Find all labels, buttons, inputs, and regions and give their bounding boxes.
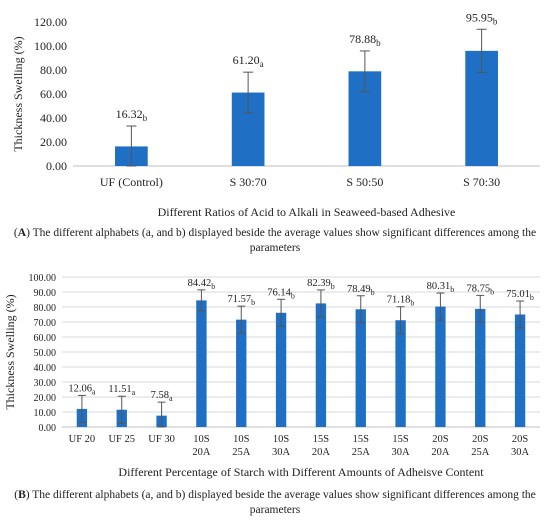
chart-b-ytick-label: 80.00: [34, 303, 57, 314]
chart-b-category-label: UF 25: [108, 434, 135, 445]
chart-a-category-label: S 70:30: [463, 175, 500, 189]
chart-a-data-label: 95.95b: [466, 10, 498, 26]
chart-b-category-label: UF 30: [148, 434, 175, 445]
chart-b-category-label: 20A: [431, 447, 450, 458]
chart-a-category-label: S 50:50: [346, 175, 383, 189]
chart-b-category-label: 25A: [352, 447, 371, 458]
chart-b-data-label: 75.01b: [506, 289, 534, 302]
chart-b-bar: [196, 300, 207, 427]
chart-b-ytick-label: 100.00: [29, 273, 57, 284]
caption-a-letter: A: [17, 227, 27, 239]
chart-a-y-axis-title: Thickness Swelling (%): [11, 36, 25, 151]
chart-b-x-axis-title: Different Percentage of Starch with Diff…: [118, 465, 484, 479]
chart-b-category-label: 15S: [353, 434, 370, 445]
chart-b-data-label: 78.75b: [466, 283, 494, 296]
caption-b-text: The different alphabets (a, and b) displ…: [32, 489, 536, 516]
chart-b-bar: [236, 319, 247, 427]
chart-b-category-label: 20S: [512, 434, 529, 445]
chart-b-category-label: UF 20: [69, 434, 96, 445]
chart-b-data-label: 71.57b: [227, 294, 255, 307]
caption-a: (A) The different alphabets (a, and b) d…: [13, 227, 537, 254]
chart-b-data-label: 84.42b: [188, 278, 216, 291]
chart-a-category-label: S 30:70: [230, 175, 267, 189]
chart-b-ytick-label: 0.00: [39, 423, 57, 434]
chart-b-category-label: 10S: [233, 434, 250, 445]
chart-a-data-label: 61.20a: [233, 53, 264, 69]
chart-b-category-label: 10S: [193, 434, 210, 445]
chart-a-data-label: 78.88b: [349, 32, 381, 48]
caption-b: (B) The different alphabets (a, and b) d…: [14, 489, 536, 516]
chart-b-data-label: 78.49b: [347, 284, 375, 297]
chart-b-category-label: 20A: [192, 447, 211, 458]
chart-b-ytick-label: 70.00: [34, 318, 57, 329]
chart-a-ytick-label: 20.00: [40, 135, 67, 149]
chart-a-data-label: 16.32b: [116, 107, 148, 123]
chart-b-ytick-label: 40.00: [34, 363, 57, 374]
chart-b-category-label: 30A: [272, 447, 291, 458]
chart-b-category-label: 25A: [232, 447, 251, 458]
chart-b-data-label: 71.18b: [387, 295, 415, 308]
chart-b-bar: [355, 309, 366, 427]
chart-b-ytick-label: 90.00: [34, 288, 57, 299]
chart-a-ytick-label: 100.00: [34, 39, 67, 53]
chart-b-category-label: 15S: [313, 434, 330, 445]
chart-b-category-label: 20S: [432, 434, 449, 445]
chart-b-bar: [435, 306, 446, 427]
chart-b: 0.00 10.00 20.00 30.00 40.00 50.00 60.00 70.00 8…: [3, 273, 540, 479]
chart-b-ytick-label: 60.00: [34, 333, 57, 344]
chart-b-data-label: 76.14b: [267, 287, 295, 300]
chart-a-category-label: UF (Control): [100, 175, 163, 189]
chart-b-data-label: 12.06a: [68, 383, 96, 396]
chart-a-ytick-label: 80.00: [40, 63, 67, 77]
caption-b-letter: B: [18, 489, 26, 501]
chart-b-data-label: 7.58a: [151, 390, 173, 403]
chart-b-data-label: 82.39b: [307, 278, 335, 291]
chart-b-category-label: 20S: [472, 434, 489, 445]
chart-b-ytick-label: 50.00: [34, 348, 57, 359]
chart-b-category-label: 15S: [392, 434, 409, 445]
chart-a-x-axis-title: Different Ratios of Acid to Alkali in Se…: [158, 205, 456, 219]
chart-b-category-label: 30A: [392, 447, 411, 458]
chart-a-ytick-label: 0.00: [46, 159, 67, 173]
chart-b-category-label: 10S: [273, 434, 290, 445]
chart-b-data-label: 11.51a: [108, 384, 135, 397]
chart-a-ytick-label: 40.00: [40, 111, 67, 125]
chart-a-ytick-label: 120.00: [34, 15, 67, 29]
chart-b-bar: [395, 320, 406, 427]
caption-a-text: The different alphabets (a, and b) displ…: [32, 227, 537, 254]
chart-b-bar: [275, 312, 287, 427]
chart-b-data-label: 80.31b: [427, 281, 455, 294]
chart-b-category-label: 25A: [471, 447, 490, 458]
chart-b-ytick-label: 30.00: [34, 378, 57, 389]
chart-b-category-label: 30A: [511, 447, 530, 458]
chart-b-ytick-label: 20.00: [34, 393, 57, 404]
chart-a-ytick-label: 60.00: [40, 87, 67, 101]
chart-b-ytick-label: 10.00: [34, 408, 57, 419]
chart-a: 0.00 20.00 40.00 60.00 80.00 100.00 120.00 16.3…: [11, 10, 540, 219]
chart-b-bar: [475, 308, 486, 427]
chart-b-bar: [315, 303, 327, 427]
chart-b-y-axis-title: Thickness Swelling (%): [3, 294, 17, 409]
chart-b-bar: [514, 314, 526, 427]
chart-b-category-label: 20A: [312, 447, 331, 458]
